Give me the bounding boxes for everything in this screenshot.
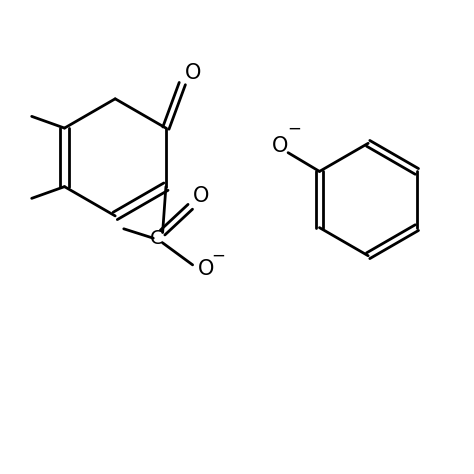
Text: C: C [150, 228, 164, 248]
Text: O: O [198, 259, 214, 279]
Text: O: O [184, 63, 201, 83]
Text: −: − [288, 119, 301, 137]
Text: O: O [193, 186, 209, 206]
Text: −: − [211, 246, 225, 264]
Text: O: O [272, 136, 288, 155]
